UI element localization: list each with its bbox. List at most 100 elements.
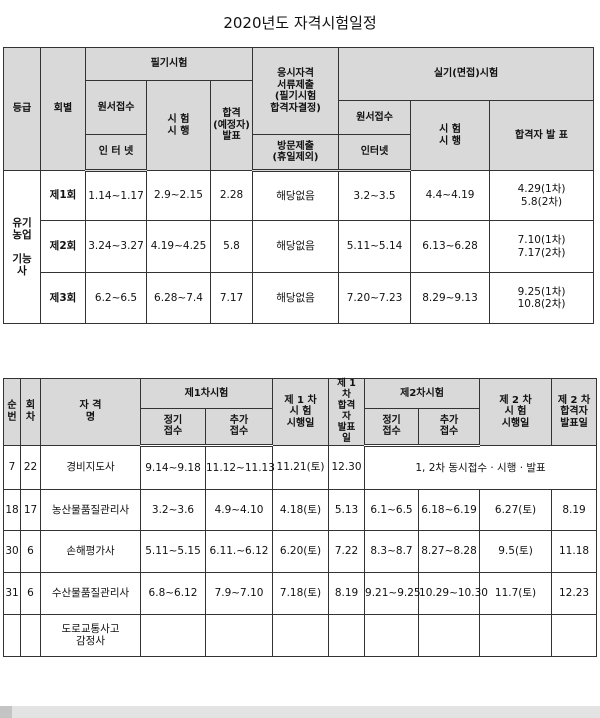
practical-pass: 9.25(1차) 10.8(2차): [489, 272, 595, 324]
table-row: 18 17 농산물품질관리사 3.2~3.6 4.9~4.10 4.18(토) …: [3, 488, 598, 531]
header-round: 회별: [40, 47, 86, 171]
first-regular: 9.14~9.18: [140, 444, 206, 490]
header-first-exam: 제1차시험: [139, 377, 274, 410]
second-regular: 6.1~6.5: [364, 488, 420, 531]
written-apply: 1.14~1.17: [85, 170, 147, 221]
qualification-name: 수산물품질관리사: [40, 571, 141, 615]
written-pass: 5.8: [209, 220, 254, 273]
practical-pass: 7.10(1차) 7.17(2차): [489, 220, 595, 273]
no: 30: [3, 529, 21, 573]
header-grade: 등급: [3, 47, 41, 171]
round: 제3회: [40, 272, 86, 324]
first-additional: [204, 613, 274, 657]
times: 6: [20, 571, 41, 615]
first-pass: [328, 613, 366, 657]
header-no: 순 번: [3, 378, 21, 446]
header-practical-pass: 합격자 발 표: [489, 100, 595, 171]
header-qualification-docs: 응시자격 서류제출 (필기시험 합격자결정): [252, 47, 340, 135]
header-practical-internet: 인터넷: [338, 134, 412, 172]
second-date: 6.27(토): [479, 488, 553, 531]
grade-name: 유기 농업 기능 사: [3, 170, 41, 324]
first-regular: 6.8~6.12: [140, 571, 206, 615]
header-written-exam: 필기시험: [84, 47, 254, 81]
times: [20, 613, 41, 657]
header-times: 회 차: [20, 378, 41, 446]
qualification-name: 도로교통사고 감정사: [40, 613, 141, 657]
qualification-exam-table: 순 번 회 차 자 격 명 제1차시험 제 1 차 시 험 시행일 제 1 차 …: [3, 377, 598, 657]
written-apply: 3.24~3.27: [85, 220, 147, 273]
second-additional: 10.29~10.30: [418, 571, 488, 615]
qualification-name: 손해평가사: [40, 529, 141, 573]
no: 18: [3, 488, 21, 531]
table-row: 7 22 경비지도사 9.14~9.18 11.12~11.13 11.21(토…: [3, 444, 598, 490]
header-written-exam-date: 시 험 시 행: [146, 80, 211, 171]
first-pass: 7.22: [328, 529, 366, 573]
written-pass: 2.28: [209, 170, 254, 221]
header-visit-submit: 방문제출 (휴일제외): [252, 134, 340, 172]
second-regular: 9.21~9.25: [364, 571, 421, 615]
practical-apply: 3.2~3.5: [338, 170, 412, 221]
first-regular: 5.11~5.15: [140, 529, 206, 573]
written-exam: 2.9~2.15: [146, 170, 211, 221]
first-additional: 4.9~4.10: [204, 488, 274, 531]
horizontal-scrollbar[interactable]: [0, 706, 600, 718]
times: 17: [20, 488, 41, 531]
scrollbar-thumb[interactable]: [0, 706, 12, 718]
written-exam: 4.19~4.25: [146, 220, 211, 273]
qualification: 해당없음: [252, 272, 340, 324]
qualification-name: 농산물품질관리사: [40, 488, 141, 531]
page-title: 2020년도 자격시험일정: [223, 14, 377, 32]
written-pass: 7.17: [209, 272, 254, 324]
second-pass: 12.23: [551, 571, 598, 615]
first-date: 6.20(토): [272, 529, 330, 573]
second-pass: 11.18: [551, 529, 598, 573]
practical-apply: 5.11~5.14: [338, 220, 412, 273]
qualification-name: 경비지도사: [40, 444, 141, 490]
header-practical-apply: 원서접수: [338, 100, 412, 135]
header-second-exam: 제2차시험: [364, 377, 481, 410]
header-second-pass: 제 2 차 합격자 발표일: [551, 378, 598, 446]
first-date: 4.18(토): [272, 488, 330, 531]
header-second-date: 제 2 차 시 험 시행일: [479, 378, 553, 446]
header-first-pass: 제 1 차 합격 자 발표 일: [328, 378, 366, 446]
second-pass: [551, 613, 598, 657]
practical-apply: 7.20~7.23: [338, 272, 412, 324]
header-first-date: 제 1 차 시 험 시행일: [272, 378, 330, 446]
first-date: 7.18(토): [272, 571, 330, 615]
header-written-internet: 인 터 넷: [85, 134, 147, 172]
header-first-additional: 추가 접수: [204, 408, 274, 447]
practical-pass: 4.29(1차) 5.8(2차): [489, 170, 595, 221]
header-second-additional: 추가 접수: [418, 408, 481, 447]
second-additional: 8.27~8.28: [418, 529, 481, 573]
second-pass: 8.19: [551, 488, 598, 531]
table-row: 유기 농업 기능 사 제1회 1.14~1.17 2.9~2.15 2.28 해…: [3, 170, 595, 324]
header-written-pass: 합격 (예정자) 발표: [209, 80, 254, 171]
round: 제1회: [40, 170, 86, 221]
practical-exam: 8.29~9.13: [410, 272, 491, 324]
table-row: 30 6 손해평가사 5.11~5.15 6.11.~6.12 6.20(토) …: [3, 529, 598, 573]
table-row: 도로교통사고 감정사: [3, 613, 598, 657]
qualification: 해당없음: [252, 170, 340, 221]
second-date: 11.7(토): [479, 571, 553, 615]
header-first-regular: 정기 접수: [140, 408, 206, 447]
first-regular: [140, 613, 206, 657]
second-additional: 6.18~6.19: [418, 488, 481, 531]
table-row: 31 6 수산물품질관리사 6.8~6.12 7.9~7.10 7.18(토) …: [3, 571, 598, 615]
header-name: 자 격 명: [40, 378, 141, 446]
second-date: 9.5(토): [479, 529, 553, 573]
written-apply: 6.2~6.5: [85, 272, 147, 324]
practical-exam: 4.4~4.19: [410, 170, 491, 221]
header-written-apply: 원서접수: [85, 80, 147, 135]
first-additional: 11.12~11.13: [204, 444, 275, 490]
no: 7: [3, 444, 21, 490]
no: [3, 613, 21, 657]
second-regular: 8.3~8.7: [364, 529, 420, 573]
times: 6: [20, 529, 41, 573]
header-practical-exam: 실기(면접)시험: [338, 47, 595, 101]
first-date: [272, 613, 330, 657]
times: 22: [20, 444, 41, 490]
table-row: 제2회 3.24~3.27 4.19~4.25 5.8 해당없음 5.11~5.…: [4, 220, 595, 273]
second-regular: [364, 613, 420, 657]
combined-note: 1, 2차 동시접수 · 시행 · 발표: [364, 444, 598, 490]
first-additional: 7.9~7.10: [204, 571, 274, 615]
